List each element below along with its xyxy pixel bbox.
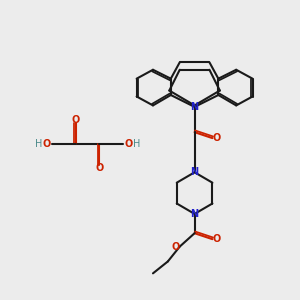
Text: O: O (95, 164, 104, 173)
Text: N: N (190, 102, 199, 112)
Text: O: O (124, 139, 133, 149)
Text: O: O (213, 234, 221, 244)
Text: H: H (133, 139, 140, 149)
Text: O: O (171, 242, 179, 252)
Text: H: H (35, 139, 42, 149)
Text: O: O (72, 115, 80, 125)
Text: O: O (213, 133, 221, 143)
Text: N: N (190, 209, 199, 219)
Text: N: N (190, 167, 199, 177)
Text: O: O (42, 139, 51, 149)
